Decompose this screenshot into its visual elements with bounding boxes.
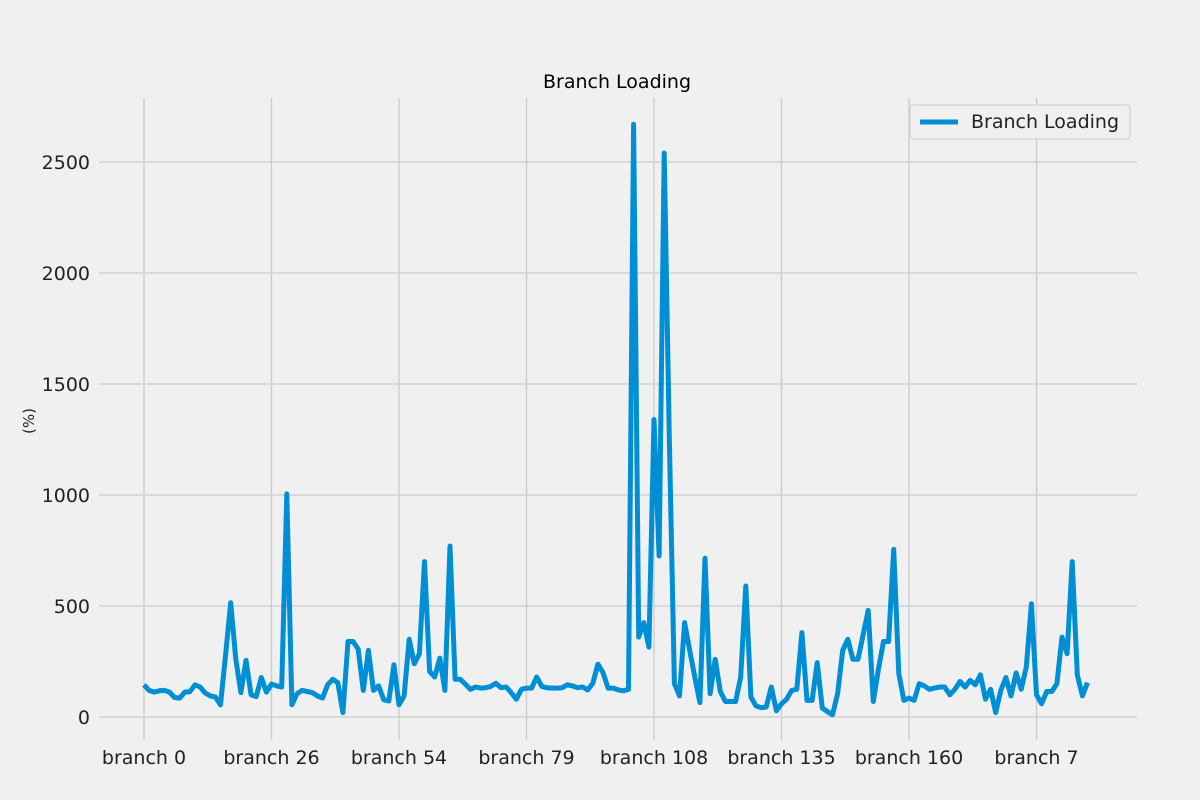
y-tick-label: 500: [54, 596, 90, 618]
series-layer: [142, 121, 1090, 718]
y-tick-label: 1500: [42, 374, 90, 396]
x-tick-label: branch 7: [994, 747, 1078, 769]
y-tick-label: 1000: [42, 485, 90, 507]
x-tick-label: branch 108: [600, 747, 708, 769]
legend-label: Branch Loading: [971, 111, 1119, 133]
y-axis-label: (%): [20, 408, 38, 434]
x-tick-label: branch 160: [855, 747, 963, 769]
legend-frame: [909, 104, 1131, 140]
x-tick-label: branch 79: [478, 747, 574, 769]
legend: Branch Loading: [909, 104, 1131, 140]
y-tick-label: 2000: [42, 263, 90, 285]
chart-title: Branch Loading: [543, 71, 691, 93]
y-tick-label: 0: [78, 707, 90, 729]
x-tick-label: branch 135: [727, 747, 835, 769]
grid: [99, 98, 1137, 740]
x-tick-label: branch 26: [223, 747, 319, 769]
series-line-branch-loading: [142, 121, 1090, 718]
x-tick-label: branch 54: [351, 747, 447, 769]
x-tick-labels: branch 0 branch 26 branch 54 branch 79 branc…: [102, 747, 1079, 769]
y-tick-labels: 0 500 1000 1500 2000 2500: [42, 152, 90, 729]
x-tick-label: branch 0: [102, 747, 186, 769]
y-tick-label: 2500: [42, 152, 90, 174]
